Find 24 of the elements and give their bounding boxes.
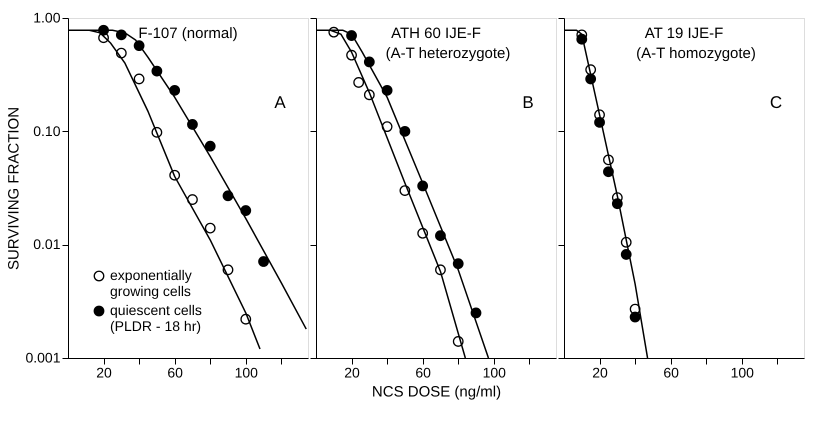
x-tick-label: 100 <box>234 364 258 380</box>
text: AT 19 IJE-F <box>644 25 724 42</box>
x-tick-label: 20 <box>592 364 608 380</box>
x-tick-label: 100 <box>482 364 506 380</box>
y-tick-label: 0.01 <box>33 236 61 252</box>
x-tick-label: 20 <box>344 364 360 380</box>
legend-label: quiescent cells (PLDR - 18 hr) <box>110 302 202 334</box>
x-tick-label: 60 <box>415 364 432 380</box>
annotation: C <box>770 93 782 112</box>
x-tick-label: 60 <box>663 364 680 380</box>
text: ATH 60 IJE-F <box>391 25 481 42</box>
x-tick-label: 20 <box>96 364 112 380</box>
y-tick-label: 0.10 <box>33 122 61 139</box>
text: (A-T homozygote) <box>636 45 756 62</box>
y-tick-label: 0.001 <box>25 350 61 366</box>
x-tick-label: 60 <box>167 364 184 380</box>
text: (A-T heterozygote) <box>386 45 510 62</box>
x-tick-label: 100 <box>730 364 754 380</box>
x-axis-title: NCS DOSE (ng/ml) <box>372 384 502 400</box>
annotation: A <box>274 93 286 112</box>
annotation: B <box>522 93 534 112</box>
text: F-107 (normal) <box>138 25 238 42</box>
y-axis-title: SURVIVING FRACTION <box>5 106 22 270</box>
y-tick-label: 1.00 <box>33 10 61 26</box>
